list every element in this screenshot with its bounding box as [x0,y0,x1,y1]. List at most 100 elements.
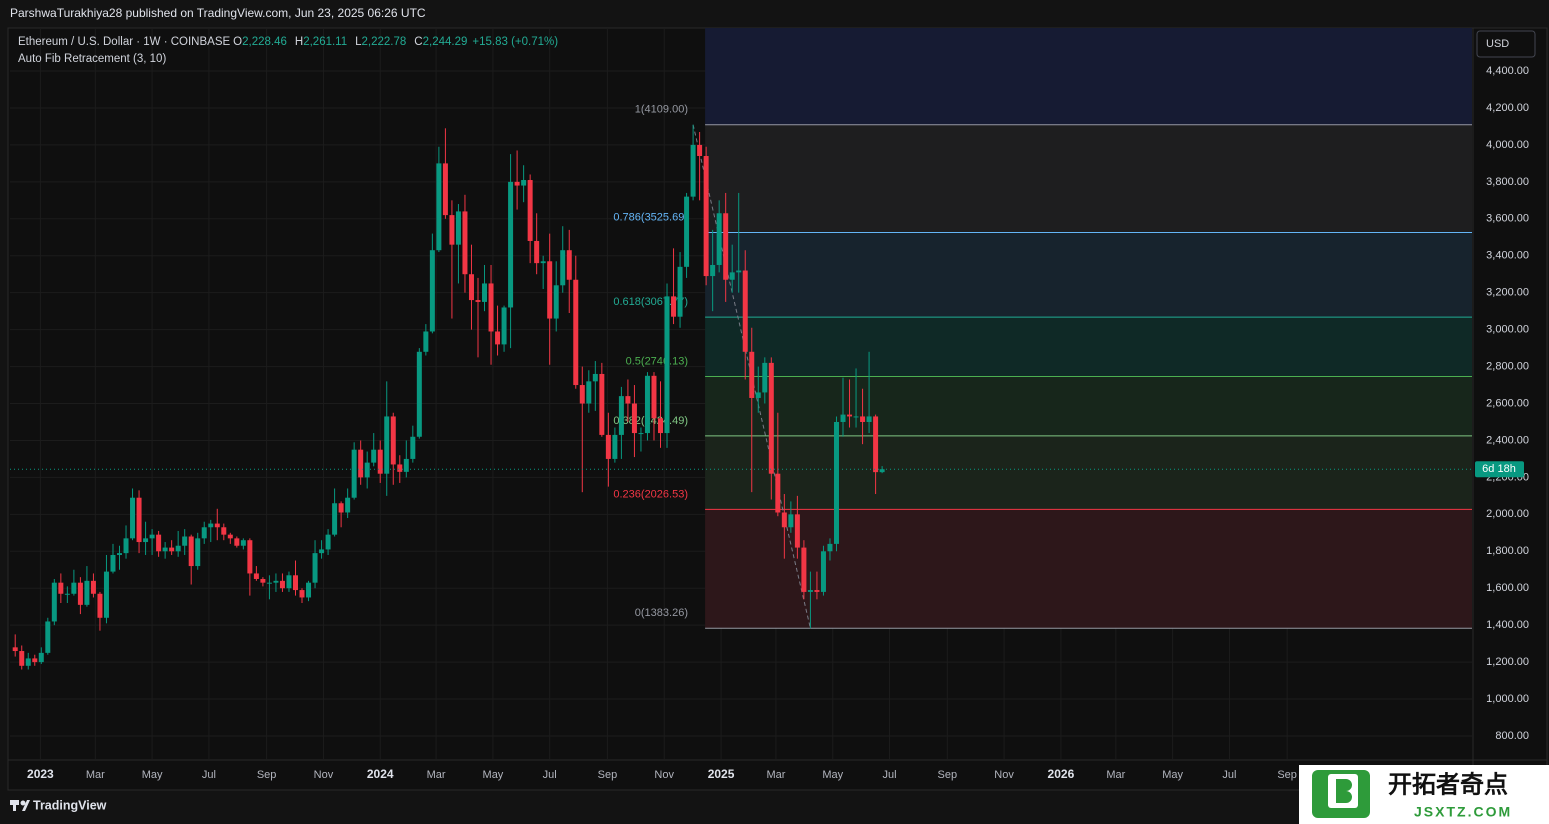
candle-body [240,540,246,546]
ohlc-key: O [233,36,243,48]
fib-zone [705,124,1472,233]
candle-body [12,647,18,652]
candle-body [749,351,755,398]
candle-body [527,180,533,241]
candle-body [762,362,768,393]
candle-body [410,436,416,459]
candle-body [638,433,644,435]
fib-label: 0(1383.26) [635,607,688,619]
candle-body [110,554,116,572]
candle-body [416,351,422,437]
ohlc-value: 2,222.78 [361,36,407,48]
x-tick-label: Sep [938,769,958,781]
fib-label: 0.786(3525.69) [613,211,688,223]
candle-body [195,538,201,567]
tv-logo [10,800,30,811]
indicator: Auto Fib Retracement (3, 10) [18,53,167,65]
ohlc-value: 2,228.46 [242,36,287,48]
candle-body [860,416,866,422]
candle-body [729,272,735,280]
y-tick-label: 1,000.00 [1486,693,1529,705]
y-tick-label: 3,600.00 [1486,213,1529,225]
candle-body [455,211,461,245]
candle-body [631,403,637,434]
candle-body [208,523,214,528]
x-tick-label: May [1162,769,1183,781]
x-tick-label: May [822,769,843,781]
candle-body [801,547,807,592]
candle-body [90,580,96,594]
candle-body [84,580,90,605]
candle-body [468,274,474,301]
candle-body [873,416,879,473]
x-tick-label: Mar [1106,769,1125,781]
countdown: 6d 18h [1482,463,1516,475]
candle-body [247,540,253,574]
candle-body [403,458,409,472]
published-line: ParshwaTurakhiya28 published on TradingV… [10,6,426,20]
fib-zone [705,317,1472,377]
candle-body [117,553,123,555]
ohlc-value: 2,244.29 [422,36,468,48]
candle-body [579,385,585,404]
candle-body [286,575,292,589]
candle-body [364,462,370,478]
candle-body [586,381,592,404]
x-tick-label: 2023 [27,767,54,781]
y-tick-label: 2,600.00 [1486,397,1529,409]
candle-body [156,534,162,552]
symbol: Ethereum / U.S. Dollar · 1W · COINBASE [18,36,231,48]
x-tick-label: May [483,769,504,781]
candle-body [351,449,357,498]
fib-zone [705,509,1472,629]
fib-zone [705,28,1472,125]
candle-body [775,473,781,513]
candle-body [332,503,338,535]
fib-trend-line [692,124,811,629]
candle-body [175,545,181,552]
y-tick-label: 4,400.00 [1486,65,1529,77]
y-tick-label: 2,000.00 [1486,508,1529,520]
currency-button[interactable] [1476,30,1536,58]
currency[interactable]: USD [1486,38,1509,50]
x-tick-label: Sep [1277,769,1297,781]
candle-body [814,590,820,592]
candle-body [501,307,507,345]
fib-label: 0.5(2746.13) [626,355,688,367]
ohlc-key: L [355,36,362,48]
y-tick-label: 2,400.00 [1486,434,1529,446]
candle-body [169,547,175,552]
candle-body [755,392,761,398]
ohlc-key: H [294,36,304,48]
candle-body [188,536,194,567]
candle-body [723,213,729,280]
plot: 2023 Mar May Jul Sep Nov 2024 Mar May Jul Sep Nov 20… [10,28,1529,781]
candle-body [482,283,488,302]
x-tick-label: Jul [202,769,216,781]
candle-body [162,547,168,552]
x-tick-label: Mar [86,769,105,781]
candle-body [847,414,853,417]
candle-body [840,414,846,422]
candle-body [827,543,833,552]
change: +15.83 (+0.71%) [472,36,559,48]
y-tick-label: 1,800.00 [1486,545,1529,557]
candle-body [475,300,481,302]
y-tick-label: 1,200.00 [1486,656,1529,668]
candle-body [521,180,527,186]
x-tick-label: 2025 [708,767,735,781]
watermark-logo-b [1336,779,1352,803]
fib-label: 1(4109.00) [635,104,688,116]
candle-body [534,240,540,264]
fib-label: 0.618(3067.77) [613,296,688,308]
candle-body [566,250,572,280]
candle-body [201,527,207,539]
y-tick-label: 800.00 [1495,730,1529,742]
candle-body [377,449,383,474]
candle-body [312,553,318,583]
x-tick-label: 2024 [367,767,394,781]
candle-body [32,658,38,663]
ohlc-value: 2,261.11 [303,36,348,48]
candle-body [319,549,325,554]
